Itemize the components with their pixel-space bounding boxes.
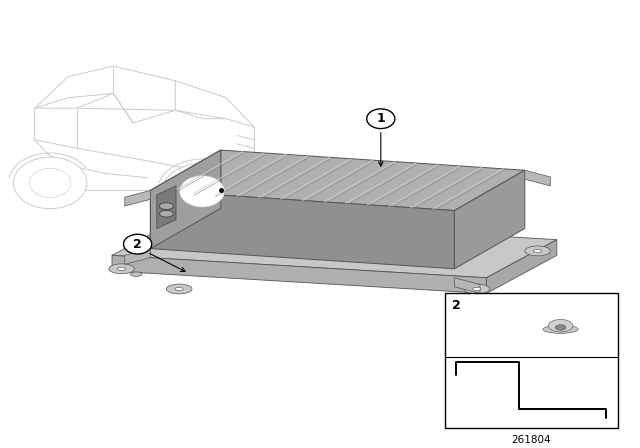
Text: 2: 2 (452, 299, 461, 312)
Ellipse shape (556, 325, 566, 330)
Polygon shape (150, 150, 221, 249)
Polygon shape (150, 190, 454, 269)
Ellipse shape (180, 176, 225, 207)
Text: 261804: 261804 (511, 435, 551, 444)
Ellipse shape (13, 157, 87, 209)
Ellipse shape (548, 319, 573, 332)
Circle shape (367, 109, 395, 129)
Ellipse shape (525, 246, 550, 256)
Text: 1: 1 (376, 112, 385, 125)
Ellipse shape (534, 249, 541, 253)
Polygon shape (486, 240, 557, 293)
Polygon shape (150, 150, 525, 211)
Circle shape (124, 234, 152, 254)
Ellipse shape (166, 284, 192, 294)
Polygon shape (454, 278, 480, 293)
Polygon shape (150, 150, 221, 249)
Ellipse shape (543, 325, 578, 333)
Polygon shape (112, 255, 486, 293)
Ellipse shape (109, 264, 134, 274)
Ellipse shape (464, 284, 490, 294)
Ellipse shape (159, 202, 173, 209)
Polygon shape (525, 170, 550, 186)
Ellipse shape (29, 168, 71, 198)
Ellipse shape (162, 164, 242, 220)
FancyBboxPatch shape (445, 293, 618, 428)
Ellipse shape (131, 272, 142, 276)
Polygon shape (157, 186, 176, 228)
Polygon shape (125, 190, 150, 206)
Ellipse shape (472, 288, 481, 291)
Polygon shape (125, 249, 150, 264)
Polygon shape (112, 217, 557, 278)
Ellipse shape (118, 267, 125, 270)
Text: 2: 2 (133, 237, 142, 251)
Polygon shape (454, 170, 525, 269)
Ellipse shape (159, 210, 173, 217)
Ellipse shape (175, 288, 184, 291)
